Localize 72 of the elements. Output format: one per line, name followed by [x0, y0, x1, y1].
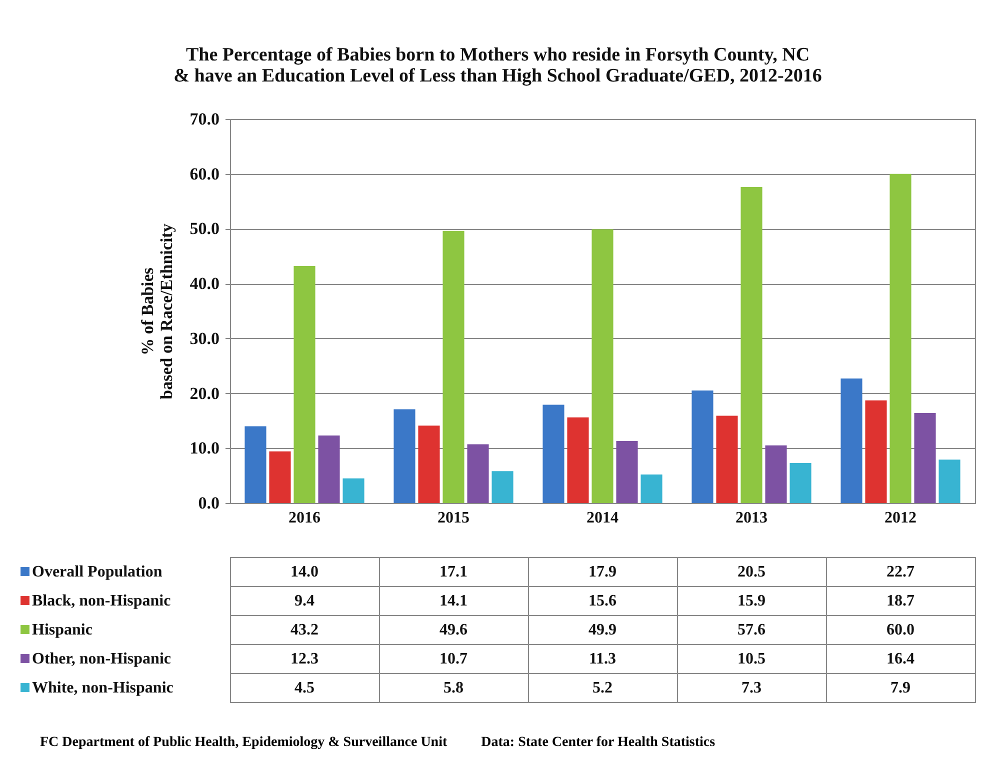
x-tick-label: 2013	[736, 510, 768, 526]
x-tick-label: 2014	[586, 510, 618, 526]
bar	[640, 474, 662, 503]
y-tick-label: 20.0	[190, 384, 220, 403]
bar	[294, 266, 316, 503]
data-label: 22.7	[886, 564, 914, 580]
data-label: 5.8	[444, 680, 464, 696]
y-tick-label: 30.0	[190, 328, 220, 348]
chart-title: The Percentage of Babies born to Mothers who reside in Forsyth County, NC & have an Education Level of Less than High School Graduate/GED, 2012-2016	[174, 44, 822, 86]
data-label: 7.3	[742, 680, 762, 696]
y-tick-label: 40.0	[190, 274, 220, 294]
data-label: 16.4	[886, 650, 914, 668]
y-tick-label: 70.0	[190, 110, 220, 128]
data-label: 15.9	[738, 592, 766, 610]
data-label: 17.1	[440, 564, 468, 580]
legend-label: Overall Population	[32, 564, 162, 580]
bar	[740, 187, 762, 503]
data-label: 18.7	[886, 592, 914, 610]
data-label: 12.3	[290, 650, 318, 668]
x-tick-label: 2016	[288, 510, 320, 526]
bar	[840, 378, 862, 503]
legend-label: Hispanic	[32, 622, 92, 638]
data-label: 49.9	[588, 622, 616, 638]
bar	[269, 451, 291, 503]
bar	[567, 417, 589, 503]
data-label: 11.3	[588, 650, 616, 668]
bar	[418, 426, 440, 503]
bar	[914, 413, 936, 503]
data-label: 14.1	[440, 592, 468, 610]
legend-label: White, non-Hispanic	[32, 680, 174, 696]
data-label: 5.2	[592, 680, 612, 696]
bar	[616, 441, 638, 503]
y-tick-label: 50.0	[190, 219, 220, 238]
bar	[865, 400, 887, 503]
bar	[342, 478, 364, 503]
data-label: 10.7	[440, 650, 468, 668]
data-label: 10.5	[738, 650, 766, 668]
bar	[765, 445, 787, 503]
bar	[318, 436, 340, 503]
bar	[692, 390, 714, 503]
data-label: 15.6	[588, 592, 616, 610]
text: FC Department of Public Health, Epidemiology & Surveillance Unit	[40, 735, 448, 750]
bar	[890, 174, 912, 503]
legend-label: Black, non-Hispanic	[32, 592, 171, 610]
text: Data: State Center for Health Statistics	[481, 735, 716, 750]
bar	[542, 404, 564, 503]
data-label: 14.0	[290, 564, 318, 580]
data-label: 57.6	[738, 622, 766, 638]
bar	[938, 460, 960, 503]
bar	[592, 229, 614, 503]
bar	[244, 426, 266, 503]
bar	[492, 471, 514, 503]
data-label: 20.5	[738, 564, 766, 580]
data-label: 17.9	[588, 564, 616, 580]
y-axis-title: % of Babies based on Race/Ethnicity	[138, 223, 176, 400]
y-tick-label: 0.0	[198, 494, 220, 512]
bar	[790, 462, 812, 503]
legend-label: Other, non-Hispanic	[32, 650, 171, 668]
x-tick-label: 2012	[884, 510, 916, 526]
bar	[442, 230, 464, 503]
data-label: 4.5	[294, 680, 314, 696]
data-label: 43.2	[290, 622, 318, 638]
data-label: 7.9	[890, 680, 910, 696]
x-tick-label: 2015	[438, 510, 470, 526]
y-tick-label: 60.0	[190, 164, 220, 184]
bar	[467, 444, 489, 503]
data-label: 49.6	[440, 622, 468, 638]
bar	[394, 409, 416, 503]
data-label: 9.4	[294, 592, 314, 610]
y-tick-label: 10.0	[190, 438, 220, 458]
data-label: 60.0	[886, 622, 914, 638]
bar	[716, 416, 738, 503]
